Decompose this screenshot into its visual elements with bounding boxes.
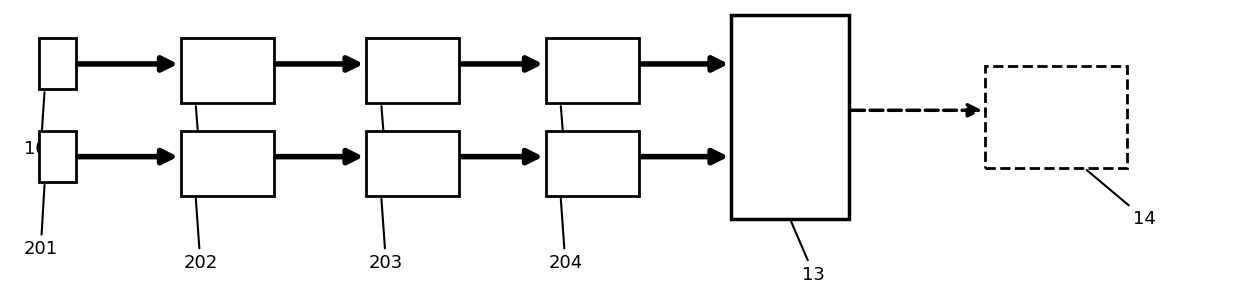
Text: 103: 103: [368, 106, 403, 172]
Bar: [366, 38, 459, 103]
Text: 14: 14: [1086, 170, 1157, 228]
Bar: [985, 66, 1127, 168]
Bar: [181, 38, 274, 103]
Bar: [181, 131, 274, 196]
Text: 13: 13: [791, 222, 826, 283]
Bar: [546, 38, 639, 103]
Text: 203: 203: [368, 199, 403, 272]
Text: 104: 104: [548, 106, 583, 172]
Text: 204: 204: [548, 199, 583, 272]
Text: 201: 201: [24, 185, 58, 258]
Bar: [546, 131, 639, 196]
Bar: [732, 15, 849, 219]
Bar: [38, 131, 76, 182]
Text: 202: 202: [184, 199, 217, 272]
Text: 101: 101: [24, 92, 57, 158]
Text: 102: 102: [184, 106, 217, 172]
Bar: [38, 38, 76, 89]
Bar: [366, 131, 459, 196]
